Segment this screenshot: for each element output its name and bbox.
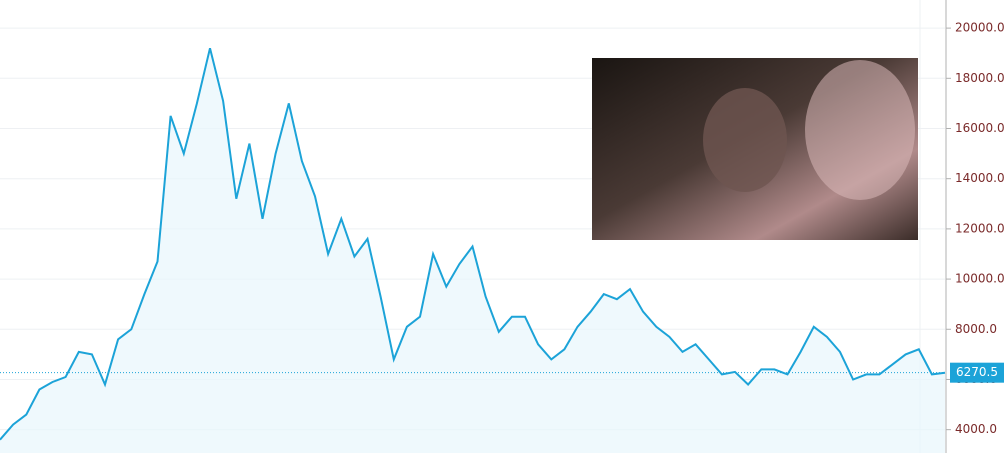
y-tick-label: 4000.0 [955, 422, 997, 436]
y-tick-label: 14000.0 [955, 171, 1005, 185]
area [0, 48, 945, 453]
y-tick-label: 16000.0 [955, 121, 1005, 135]
current-price-box [950, 362, 1004, 383]
y-tick-label: 20000.0 [955, 21, 1005, 35]
y-tick-label: 12000.0 [955, 221, 1005, 235]
y-tick-label: 18000.0 [955, 71, 1005, 85]
photo-face [703, 88, 787, 192]
price-line [0, 47, 946, 441]
y-tick-label: 10000.0 [955, 272, 1005, 286]
current-price-label: 6270.5 [956, 365, 998, 379]
y-tick-label: 8000.0 [955, 322, 997, 336]
photo-smoke [805, 60, 915, 200]
